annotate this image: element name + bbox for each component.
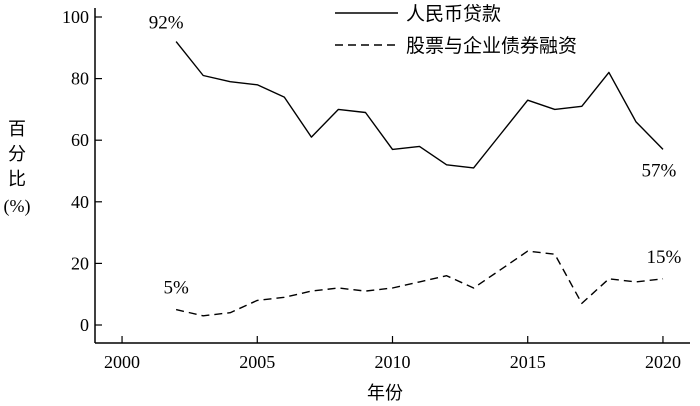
y-tick-label: 0 bbox=[80, 315, 89, 335]
legend: 人民币贷款 股票与企业债券融资 bbox=[335, 3, 577, 57]
y-axis-label-line-1: 百 bbox=[8, 119, 26, 139]
y-tick-label: 60 bbox=[71, 130, 89, 150]
annotation-loan-start: 92% bbox=[149, 13, 184, 34]
y-tick-label: 40 bbox=[71, 192, 89, 212]
annotation-loan-end: 57% bbox=[642, 160, 677, 181]
series-lines bbox=[175, 41, 664, 317]
x-tick-label: 2010 bbox=[375, 352, 411, 372]
x-axis-ticks: 2000 2005 2010 2015 2020 bbox=[104, 336, 681, 372]
y-tick-label: 100 bbox=[62, 7, 89, 27]
data-annotations: 92% 57% 5% 15% bbox=[149, 13, 682, 299]
y-tick-label: 80 bbox=[71, 69, 89, 89]
y-axis-label: 百 分 比 (%) bbox=[4, 119, 31, 217]
x-tick-label: 2005 bbox=[239, 352, 275, 372]
x-axis-label: 年份 bbox=[367, 383, 403, 403]
x-tick-label: 2015 bbox=[510, 352, 546, 372]
annotation-stock-end: 15% bbox=[647, 247, 682, 268]
y-axis-label-line-4: (%) bbox=[4, 196, 31, 217]
y-axis-label-line-2: 分 bbox=[8, 144, 26, 164]
series-line-stocks-bonds bbox=[175, 250, 664, 317]
annotation-stock-start: 5% bbox=[163, 278, 189, 299]
legend-label-stocks-bonds: 股票与企业债券融资 bbox=[406, 35, 577, 57]
series-line-loans bbox=[175, 41, 664, 169]
y-axis-ticks: 0 20 40 60 80 100 bbox=[62, 7, 102, 335]
x-tick-label: 2000 bbox=[104, 352, 140, 372]
y-tick-label: 20 bbox=[71, 253, 89, 273]
plot-area: 0 20 40 60 80 100 2000 2005 2010 2015 2020 92% 57%… bbox=[62, 7, 690, 372]
y-axis-label-line-3: 比 bbox=[8, 169, 26, 189]
legend-label-loans: 人民币贷款 bbox=[406, 3, 501, 25]
x-tick-label: 2020 bbox=[645, 352, 681, 372]
